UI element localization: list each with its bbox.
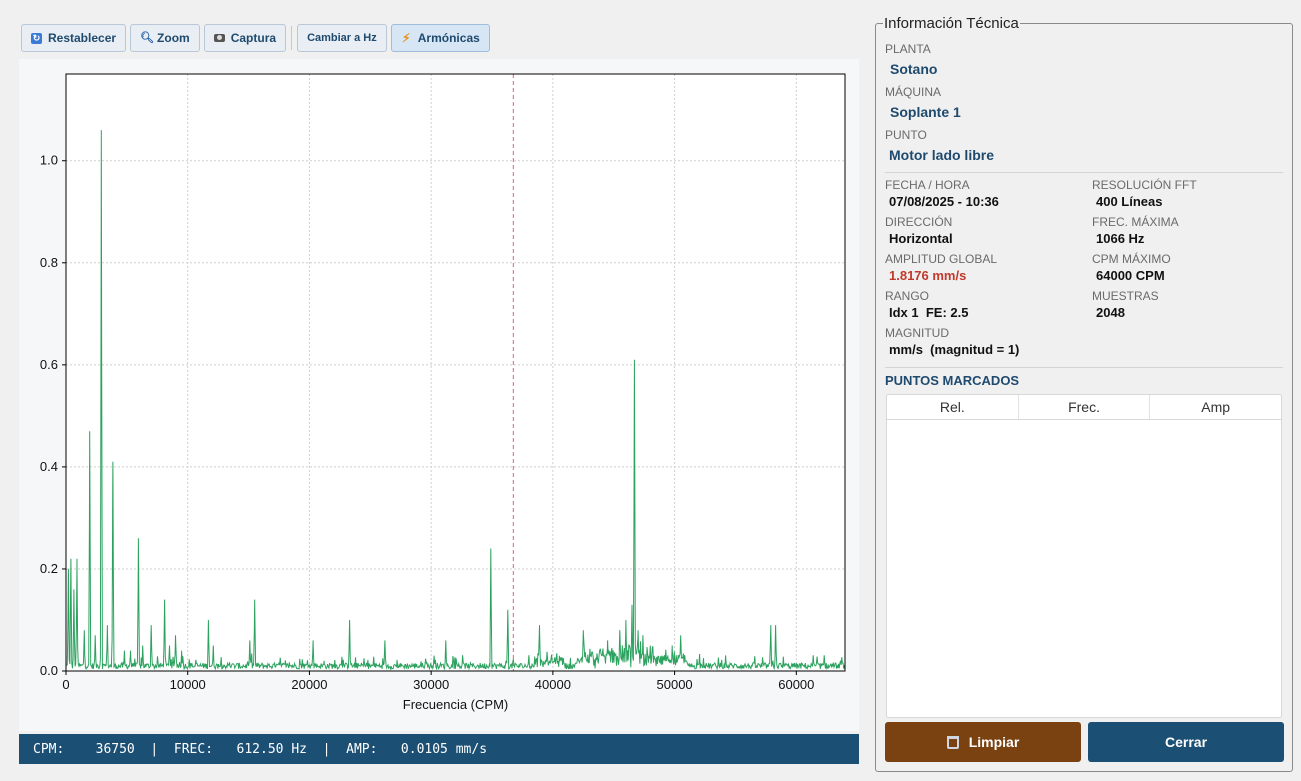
panel-title: Información Técnica bbox=[883, 15, 1020, 32]
rango-value: Idx 1 FE: 2.5 bbox=[889, 305, 969, 320]
zoom-label: Zoom bbox=[157, 31, 190, 45]
amp-value: 0.0105 mm/s bbox=[400, 741, 488, 757]
frec-max-value: 1066 Hz bbox=[1096, 231, 1145, 246]
clear-button[interactable]: Limpiar bbox=[885, 722, 1081, 762]
harmonics-button[interactable]: ⚡︎ Armónicas bbox=[390, 24, 490, 52]
fecha-value: 07/08/2025 - 10:36 bbox=[889, 194, 999, 209]
y-tick-label: 0.2 bbox=[40, 561, 58, 576]
x-tick-label: 50000 bbox=[657, 677, 693, 692]
cpm-value: 36750 bbox=[95, 741, 135, 757]
frec-label: FREC: bbox=[173, 741, 214, 757]
resolucion-value: 400 Líneas bbox=[1096, 194, 1163, 209]
x-axis-label: Frecuencia (CPM) bbox=[403, 697, 508, 712]
magnitud-value: mm/s (magnitud = 1) bbox=[889, 342, 1020, 357]
close-button[interactable]: Cerrar bbox=[1088, 722, 1284, 762]
divider bbox=[885, 367, 1283, 368]
reset-label: Restablecer bbox=[48, 31, 117, 45]
spectrum-series-line bbox=[65, 130, 846, 671]
capture-button[interactable]: Captura bbox=[203, 24, 287, 52]
magnifier-icon: 🔍︎ bbox=[140, 31, 155, 44]
switch-hz-label: Cambiar a Hz bbox=[307, 32, 377, 44]
planta-label: PLANTA bbox=[885, 42, 931, 56]
maquina-label: MÁQUINA bbox=[885, 85, 942, 99]
frec-value: 612.50 Hz bbox=[236, 741, 307, 757]
amplitud-value: 1.8176 mm/s bbox=[889, 268, 967, 283]
maquina-value: Soplante 1 bbox=[890, 104, 961, 120]
cpm-label: CPM: bbox=[33, 741, 65, 757]
reset-icon: ↻ bbox=[31, 32, 42, 44]
x-tick-label: 60000 bbox=[778, 677, 814, 692]
table-header: Rel. Frec. Amp bbox=[887, 395, 1281, 420]
cpm-max-label: CPM MÁXIMO bbox=[1092, 252, 1171, 266]
spectrum-chart[interactable]: 0 10000 20000 30000 40000 50000 60000 0.0 0.2 0.4… bbox=[19, 59, 859, 731]
y-tick-label: 0.6 bbox=[40, 357, 58, 372]
column-header-frec[interactable]: Frec. bbox=[1019, 395, 1151, 419]
clear-label: Limpiar bbox=[968, 734, 1020, 750]
x-tick-label: 10000 bbox=[170, 677, 206, 692]
close-label: Cerrar bbox=[1164, 734, 1208, 750]
cursor-readout-bar: CPM: 36750 | FREC: 612.50 Hz | AMP: 0.01… bbox=[19, 734, 859, 764]
y-tick-label: 0.4 bbox=[40, 459, 58, 474]
magnitud-label: MAGNITUD bbox=[885, 326, 949, 340]
toolbar-separator bbox=[291, 26, 293, 50]
plot-area bbox=[66, 74, 845, 671]
y-tick-label: 0.8 bbox=[40, 255, 58, 270]
marked-points-title: PUNTOS MARCADOS bbox=[885, 373, 1020, 388]
marked-points-table[interactable]: Rel. Frec. Amp bbox=[886, 394, 1282, 718]
column-header-amp[interactable]: Amp bbox=[1201, 399, 1231, 415]
muestras-value: 2048 bbox=[1096, 305, 1125, 320]
divider bbox=[885, 172, 1283, 173]
fecha-label: FECHA / HORA bbox=[885, 178, 970, 192]
harmonics-label: Armónicas bbox=[417, 31, 480, 45]
technical-info-panel: Información Técnica PLANTA Sotano MÁQUIN… bbox=[875, 15, 1293, 772]
amplitud-label: AMPLITUD GLOBAL bbox=[885, 252, 998, 266]
y-tick-label: 0.0 bbox=[40, 663, 58, 678]
direccion-label: DIRECCIÓN bbox=[885, 215, 953, 229]
punto-value: Motor lado libre bbox=[889, 147, 994, 163]
amp-label: AMP: bbox=[346, 741, 378, 757]
spectrum-plot[interactable]: 0 10000 20000 30000 40000 50000 60000 0.0 0.2 0.4… bbox=[19, 59, 859, 731]
toolbar: ↻ Restablecer 🔍︎ Zoom Captura Cambiar a … bbox=[21, 24, 490, 52]
zoom-button[interactable]: 🔍︎ Zoom bbox=[130, 24, 200, 52]
plot-frame bbox=[65, 73, 846, 672]
trash-icon bbox=[946, 735, 959, 749]
column-header-rel[interactable]: Rel. bbox=[887, 395, 1019, 419]
switch-hz-button[interactable]: Cambiar a Hz bbox=[297, 24, 387, 52]
lightning-icon: ⚡︎ bbox=[402, 30, 411, 45]
rango-label: RANGO bbox=[885, 289, 930, 303]
punto-label: PUNTO bbox=[885, 128, 927, 142]
cpm-max-value: 64000 CPM bbox=[1096, 268, 1165, 283]
frec-max-label: FREC. MÁXIMA bbox=[1092, 215, 1179, 229]
resolucion-label: RESOLUCIÓN FFT bbox=[1092, 178, 1197, 192]
direccion-value: Horizontal bbox=[889, 231, 953, 246]
reset-button[interactable]: ↻ Restablecer bbox=[21, 24, 127, 52]
x-tick-label: 40000 bbox=[535, 677, 571, 692]
x-tick-label: 20000 bbox=[291, 677, 327, 692]
capture-label: Captura bbox=[230, 31, 277, 45]
planta-value: Sotano bbox=[890, 61, 938, 77]
y-tick-label: 1.0 bbox=[40, 153, 58, 168]
x-tick-label: 0 bbox=[62, 677, 69, 692]
camera-icon bbox=[213, 34, 225, 42]
separator: | bbox=[150, 741, 159, 757]
x-tick-label: 30000 bbox=[413, 677, 449, 692]
muestras-label: MUESTRAS bbox=[1092, 289, 1159, 303]
separator: | bbox=[322, 741, 331, 757]
